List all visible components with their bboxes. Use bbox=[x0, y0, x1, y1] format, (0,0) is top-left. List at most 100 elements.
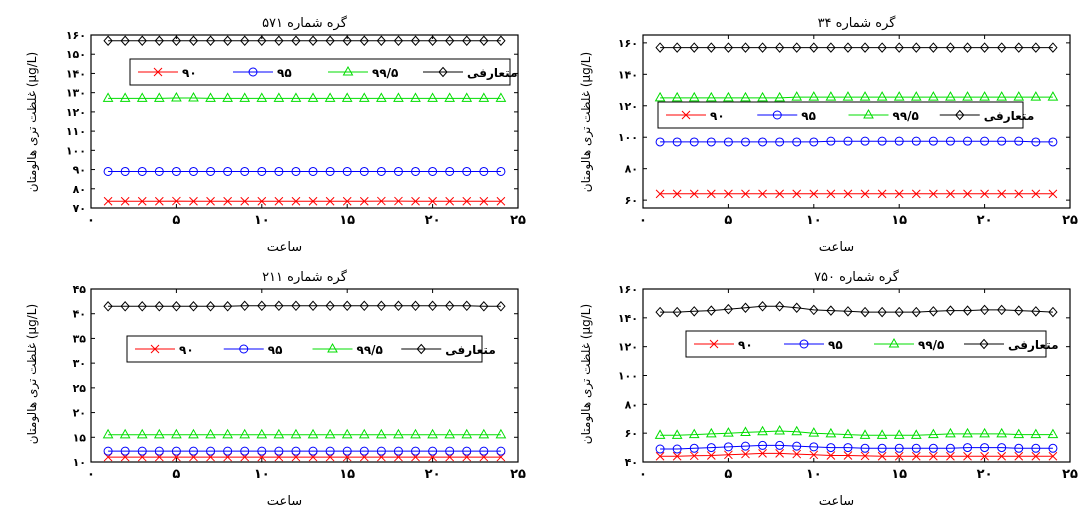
chart-title: گره شماره ۷۵۰ bbox=[814, 269, 900, 285]
data-point bbox=[428, 446, 438, 456]
data-point bbox=[171, 446, 181, 456]
data-point bbox=[359, 35, 369, 47]
data-point bbox=[740, 42, 751, 53]
legend: ۹۰ ۹۵ ۹۹/۵ متعارفی bbox=[129, 58, 518, 86]
data-point bbox=[393, 446, 403, 456]
data-point bbox=[307, 92, 319, 102]
legend-marker bbox=[681, 110, 691, 120]
legend-label: ۹۵ bbox=[277, 66, 292, 80]
x-tick-label: ۱۰ bbox=[254, 467, 270, 482]
data-point bbox=[394, 196, 403, 206]
data-point bbox=[911, 189, 921, 199]
data-point bbox=[358, 92, 370, 102]
data-point bbox=[342, 35, 352, 47]
data-point bbox=[411, 166, 421, 176]
data-point bbox=[324, 92, 336, 102]
data-point bbox=[496, 196, 506, 206]
legend-label: ۹۹/۵ bbox=[893, 109, 919, 123]
series-line bbox=[660, 452, 1053, 457]
data-point bbox=[979, 427, 990, 438]
y-tick-label: ۱۰۰ bbox=[66, 144, 86, 157]
y-tick-label: ۱۶۰ bbox=[618, 37, 638, 50]
data-point bbox=[792, 449, 802, 459]
data-point bbox=[809, 42, 819, 53]
y-tick-label: ۱۰ bbox=[73, 456, 86, 469]
data-point bbox=[119, 92, 131, 102]
data-point bbox=[154, 301, 164, 312]
data-point bbox=[239, 92, 251, 102]
chart-panel-4: گره شماره ۷۵۰ ۰ ۵ ۱۰ ۱۵ ۲۰ ۲۵ ۴۰ ۶۰ ۸۰ ۱۰۰ ۱۲۰ ۱۴۰ ۱۶… bbox=[579, 269, 1078, 509]
data-point bbox=[860, 189, 870, 199]
y-tick-label: ۱۶۰ bbox=[618, 283, 638, 296]
data-point bbox=[757, 42, 768, 53]
data-point bbox=[929, 451, 938, 461]
data-point bbox=[137, 301, 147, 312]
data-point bbox=[240, 446, 250, 456]
y-tick-label: ۸۰ bbox=[73, 183, 86, 196]
data-point bbox=[411, 446, 421, 456]
y-tick-label: ۱۴۰ bbox=[618, 312, 638, 325]
data-point bbox=[188, 446, 198, 456]
data-point bbox=[427, 300, 438, 312]
x-tick-label: ۱۰ bbox=[254, 213, 270, 228]
data-point bbox=[910, 91, 922, 101]
data-point bbox=[240, 300, 250, 312]
y-tick-label: ۱۴۰ bbox=[66, 67, 86, 80]
data-point bbox=[980, 136, 990, 146]
data-point bbox=[257, 300, 267, 312]
data-point bbox=[240, 35, 250, 47]
series-2 bbox=[655, 440, 1058, 454]
data-point bbox=[963, 136, 973, 146]
data-point bbox=[655, 42, 665, 53]
data-point bbox=[189, 196, 198, 206]
data-point bbox=[1030, 428, 1042, 439]
data-point bbox=[1047, 91, 1059, 101]
data-point bbox=[120, 196, 130, 206]
data-point bbox=[496, 301, 506, 312]
data-point bbox=[876, 429, 888, 439]
legend-label: ۹۹/۵ bbox=[357, 343, 383, 357]
series-line bbox=[108, 305, 501, 307]
data-point bbox=[808, 91, 820, 101]
legend-marker bbox=[416, 343, 426, 355]
data-point bbox=[826, 451, 836, 460]
legend-label: ۹۰ bbox=[738, 338, 753, 352]
data-point bbox=[774, 91, 785, 102]
data-point bbox=[758, 440, 768, 450]
data-point bbox=[826, 136, 836, 146]
data-point bbox=[996, 427, 1008, 438]
data-point bbox=[342, 300, 352, 312]
x-tick-label: ۱۵ bbox=[339, 467, 355, 482]
data-point bbox=[445, 166, 455, 176]
data-point bbox=[945, 136, 955, 146]
data-point bbox=[257, 446, 267, 456]
data-point bbox=[946, 189, 955, 199]
data-point bbox=[103, 166, 113, 176]
data-point bbox=[341, 92, 353, 102]
data-point bbox=[894, 443, 904, 453]
data-point bbox=[655, 306, 665, 318]
data-point bbox=[222, 301, 233, 312]
y-tick-label: ۱۲۰ bbox=[618, 100, 638, 113]
y-tick-label: ۹۰ bbox=[73, 164, 86, 177]
data-point bbox=[410, 300, 421, 312]
legend-label: متعارفی bbox=[1008, 338, 1059, 352]
x-axis-label: ساعت bbox=[819, 240, 854, 255]
data-point bbox=[860, 42, 870, 53]
data-point bbox=[358, 428, 370, 439]
data-point bbox=[154, 166, 164, 176]
series-line bbox=[660, 430, 1053, 436]
data-point bbox=[342, 446, 352, 456]
x-tick-label: ۲۰ bbox=[425, 213, 441, 228]
data-point bbox=[479, 196, 489, 206]
data-point bbox=[325, 196, 335, 206]
chart-title: گره شماره ۲۱۱ bbox=[262, 269, 348, 285]
data-point bbox=[274, 300, 284, 312]
data-point bbox=[962, 427, 973, 438]
data-point bbox=[877, 306, 887, 318]
data-point bbox=[223, 196, 232, 206]
data-point bbox=[672, 189, 682, 199]
data-point bbox=[103, 35, 113, 47]
data-point bbox=[479, 166, 489, 176]
y-tick-label: ۲۰ bbox=[73, 407, 86, 420]
